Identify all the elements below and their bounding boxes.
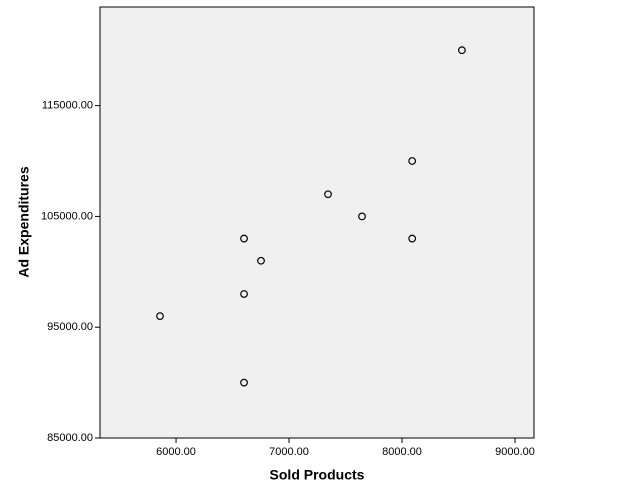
y-tick-label: 115000.00 (42, 100, 93, 112)
point (458, 46, 466, 55)
point (324, 190, 332, 199)
point (240, 234, 248, 243)
y-tick-label: 95000.00 (47, 321, 93, 333)
plot-area (99, 6, 535, 439)
x-tick-label: 7000.00 (269, 446, 309, 458)
y-tick-label: 105000.00 (41, 210, 93, 222)
point (408, 234, 417, 243)
x-tick-label: 8000.00 (382, 446, 422, 458)
y-tick-label: 85000.00 (47, 432, 93, 444)
x-tick-label: 9000.00 (495, 446, 535, 458)
point (358, 212, 366, 221)
point (156, 312, 164, 321)
point (408, 157, 417, 165)
x-tick-label: 6000.00 (156, 446, 196, 458)
point (240, 378, 248, 387)
x-axis-title: Sold Products (270, 467, 365, 483)
point (240, 290, 248, 298)
point (257, 256, 265, 265)
y-axis-title: Ad Expenditures (16, 166, 32, 277)
